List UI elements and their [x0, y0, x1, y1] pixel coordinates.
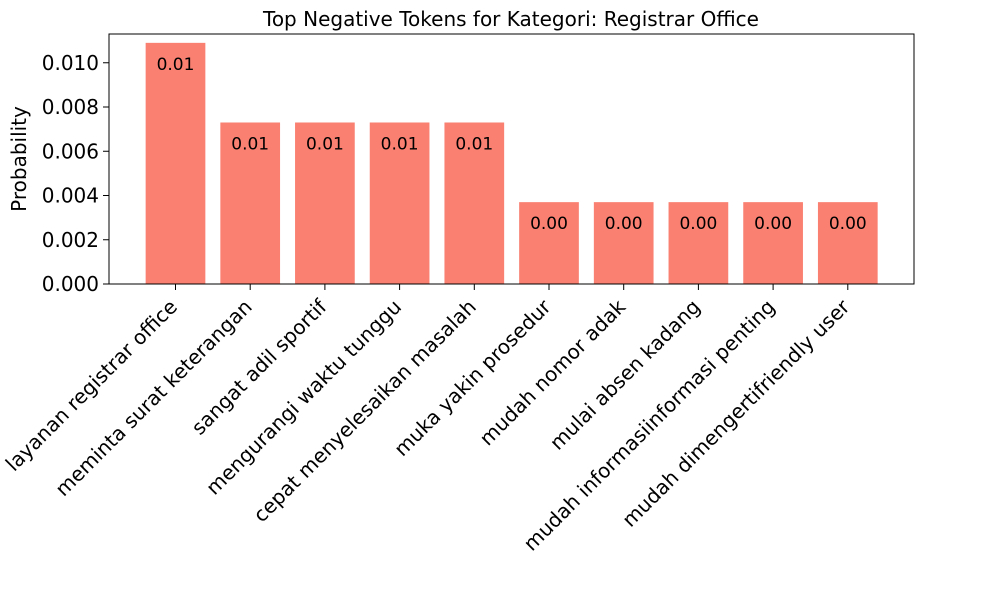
y-tick-label: 0.002	[42, 228, 99, 252]
chart-title: Top Negative Tokens for Kategori: Regist…	[262, 7, 759, 31]
bar-value-label-3: 0.01	[306, 134, 344, 154]
bar-value-label-2: 0.01	[231, 134, 269, 154]
bar-1	[145, 42, 206, 285]
bar-value-label-7: 0.00	[605, 214, 643, 234]
y-axis: 0.000 0.002 0.004 0.006 0.008 0.010	[42, 51, 109, 296]
x-tick-label: mulai absen kadang	[545, 295, 705, 455]
bar-value-label-9: 0.00	[754, 214, 792, 234]
bar-7	[593, 202, 654, 284]
bars-group	[145, 42, 878, 285]
bar-5	[444, 122, 505, 284]
bar-6	[519, 202, 579, 284]
bar-value-label-10: 0.00	[829, 214, 867, 234]
bar-3	[295, 122, 355, 284]
bar-value-label-8: 0.00	[679, 214, 717, 234]
y-axis-label: Probability	[7, 106, 31, 212]
bar-4	[369, 122, 430, 284]
plot-area-frame	[108, 33, 915, 285]
y-tick-label: 0.008	[42, 95, 99, 119]
y-tick-label: 0.004	[42, 184, 99, 208]
y-tick-label: 0.010	[42, 51, 99, 75]
x-tick-label: sangat adil sportif	[187, 294, 333, 440]
bar-9	[743, 202, 803, 284]
bar-10	[817, 202, 878, 284]
y-tick-label: 0.000	[42, 272, 99, 296]
bar-8	[668, 202, 729, 284]
bar-value-label-6: 0.00	[530, 214, 568, 234]
data-labels-group: 0.01 0.01 0.01 0.01 0.01 0.00 0.00 0.00 0.00 0.00	[157, 55, 867, 234]
bar-value-label-5: 0.01	[455, 134, 493, 154]
y-tick-label: 0.006	[42, 139, 99, 163]
bar-value-label-4: 0.01	[381, 134, 419, 154]
x-tick-label: mudah nomor adak	[475, 294, 631, 450]
bar-value-label-1: 0.01	[157, 55, 195, 75]
bar-2	[220, 122, 281, 284]
